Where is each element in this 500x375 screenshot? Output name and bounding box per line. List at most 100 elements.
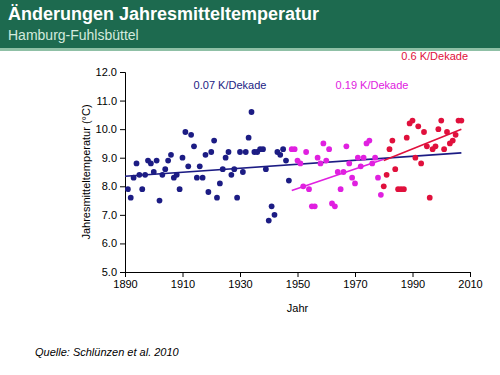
point [220,166,226,172]
tick-mark [120,243,125,244]
y-axis-title: Jahresmitteltemperatur (°C) [80,104,92,239]
point [424,143,430,149]
header-band [0,0,500,48]
point [343,143,349,149]
point [372,155,378,161]
point [185,163,191,169]
point [177,186,183,192]
point [272,212,278,218]
tick-mark [120,72,125,73]
point [217,181,223,187]
tick-mark [120,215,125,216]
chart: Änderungen Jahresmitteltemperatur Hamburg… [0,0,500,375]
point [387,146,393,152]
point [458,118,464,124]
point [435,126,441,132]
point [205,189,211,195]
point [154,158,160,164]
point [300,183,306,189]
tick-label: 1890 [113,278,137,290]
point [139,186,145,192]
tick: 1950 [286,272,310,290]
tick-mark [120,158,125,159]
point [128,195,134,201]
tick: 1890 [113,272,137,290]
point [246,135,252,141]
point [441,146,447,152]
point [421,129,427,135]
point [378,192,384,198]
point [358,163,364,169]
point [366,138,372,144]
point [280,146,286,152]
point [237,149,243,155]
point [211,138,217,144]
point [188,132,194,138]
point [392,166,398,172]
point [401,186,407,192]
tick-mark [240,272,241,277]
x-axis-title: Jahr [287,302,309,314]
point [375,175,381,181]
y-axis: 5.06.07.08.09.010.011.012.0 [96,66,126,278]
point [306,186,312,192]
source: Quelle: Schlünzen et al. 2010 [35,346,180,358]
point [389,138,395,144]
tick-label: 10.0 [96,123,117,135]
point [249,109,255,115]
tick-mark [298,272,299,277]
tick: 1970 [343,272,367,290]
point [191,143,197,149]
tick-mark [470,272,471,277]
point [312,203,318,209]
point [418,161,424,167]
point [323,158,329,164]
point [292,146,298,152]
point [318,161,324,167]
point [352,181,358,187]
title: Änderungen Jahresmitteltemperatur [8,4,319,24]
point [315,155,321,161]
point [369,161,375,167]
point [168,152,174,158]
tick: 9.0 [102,152,125,164]
point [231,166,237,172]
point [240,169,246,175]
tick-mark [125,272,126,277]
point [263,166,269,172]
point [438,118,444,124]
point [182,129,188,135]
point [142,172,148,178]
tick-label: 8.0 [102,180,117,192]
point [159,172,165,178]
tick: 7.0 [102,209,125,221]
point [208,149,214,155]
point [338,186,344,192]
subtitle: Hamburg-Fuhlsbüttel [8,27,139,43]
tick: 5.0 [102,266,125,278]
point [381,183,387,189]
point [234,195,240,201]
point [361,155,367,161]
tick-mark [120,129,125,130]
tick-label: 7.0 [102,209,117,221]
tick-label: 6.0 [102,237,117,249]
point [410,118,416,124]
trend-line [292,159,384,190]
point [453,132,459,138]
point [303,149,309,155]
point [297,161,303,167]
trend-label: 0.07 K/Dekade [194,79,267,91]
tick: 12.0 [96,66,125,78]
tick-label: 1950 [286,278,310,290]
point [125,186,131,192]
tick-mark [120,186,125,187]
point [223,155,229,161]
point [326,146,332,152]
point [335,169,341,175]
tick: 1930 [228,272,252,290]
point [349,175,355,181]
tick-mark [183,272,184,277]
tick-label: 2010 [458,278,482,290]
tick-label: 1910 [171,278,195,290]
